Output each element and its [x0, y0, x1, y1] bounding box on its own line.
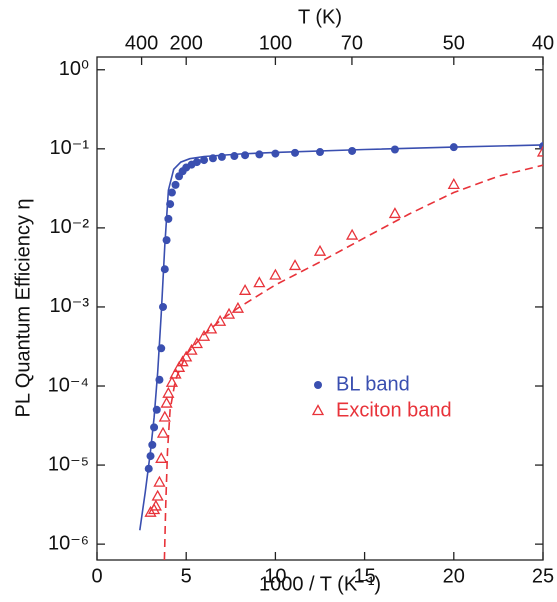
data-point	[167, 188, 176, 197]
data-point	[153, 475, 166, 487]
data-point	[159, 302, 168, 311]
data-point	[208, 154, 217, 163]
data-point	[165, 375, 179, 387]
data-point	[222, 307, 236, 319]
data-point	[200, 156, 209, 165]
data-point	[238, 283, 252, 295]
data-point	[166, 200, 175, 209]
legend-label: Exciton band	[336, 399, 452, 421]
top-tick-label: 50	[443, 32, 465, 54]
data-point	[217, 152, 226, 161]
x-tick-label: 5	[181, 565, 192, 587]
data-point	[253, 276, 266, 288]
data-point	[185, 343, 198, 355]
data-point	[313, 244, 327, 256]
data-point	[447, 178, 460, 190]
data-point	[160, 396, 173, 408]
x-tick-label: 15	[353, 565, 375, 587]
y-tick-label: 10⁻³	[50, 295, 90, 317]
legend-label: BL band	[336, 373, 410, 395]
data-point	[155, 375, 164, 384]
y-tick-label: 10⁻⁵	[48, 453, 89, 475]
top-tick-label: 400	[125, 32, 158, 54]
data-point	[346, 228, 359, 240]
data-point	[156, 426, 170, 438]
data-point	[164, 214, 173, 223]
y-tick-label: 10⁻⁶	[48, 532, 89, 554]
data-point	[536, 145, 543, 157]
data-point	[155, 451, 168, 463]
data-point	[151, 489, 164, 501]
data-point	[162, 236, 171, 245]
top-tick-label: 70	[341, 32, 363, 54]
data-point	[197, 329, 211, 341]
data-point	[205, 322, 218, 334]
data-point	[230, 152, 239, 161]
plot-frame	[96, 56, 544, 561]
top-tick-label: 100	[259, 32, 292, 54]
x-tick-label: 20	[443, 565, 465, 587]
data-point	[162, 386, 175, 398]
data-point	[150, 423, 159, 432]
data-point	[171, 180, 180, 189]
top-tick-label: 40	[532, 32, 554, 54]
data-point	[147, 503, 161, 515]
data-point	[149, 499, 162, 511]
data-point	[192, 158, 201, 167]
data-point	[148, 440, 157, 449]
data-point	[152, 405, 161, 414]
data-point	[388, 207, 402, 219]
data-point	[213, 314, 227, 326]
data-point	[144, 505, 157, 517]
x-tick-label: 10	[264, 565, 286, 587]
y-axis-label: PL Quantum Efficiency η	[12, 198, 34, 417]
x-tick-label: 25	[532, 565, 554, 587]
data-point	[271, 149, 280, 158]
top-tick-label: 200	[170, 32, 203, 54]
x-axis-label: 1000 / T (K⁻¹)	[259, 573, 381, 595]
data-point	[390, 145, 399, 154]
data-point	[316, 148, 324, 157]
data-point	[172, 360, 186, 372]
data-point	[291, 148, 300, 157]
y-tick-label: 10⁻⁴	[48, 374, 89, 396]
data-point	[160, 265, 169, 274]
data-point	[190, 337, 204, 349]
data-point	[169, 367, 182, 379]
plot-area	[139, 142, 543, 560]
data-point	[231, 301, 245, 313]
legend-marker	[314, 381, 322, 389]
data-point	[348, 146, 357, 155]
y-tick-label: 10⁻²	[50, 216, 90, 238]
fit-line	[163, 164, 543, 560]
data-point	[449, 143, 458, 152]
data-point	[241, 151, 250, 160]
data-point	[288, 259, 302, 271]
legend-marker	[311, 404, 325, 416]
data-point	[255, 150, 264, 159]
data-point	[146, 452, 155, 461]
data-point	[157, 344, 166, 353]
data-point	[144, 464, 153, 473]
x-tick-label: 0	[91, 565, 102, 587]
data-point	[269, 268, 282, 280]
data-point	[180, 350, 193, 362]
y-tick-label: 10⁻¹	[50, 137, 90, 159]
y-tick-label: 10⁰	[59, 58, 89, 80]
data-point	[158, 410, 171, 422]
top-axis-label: T (K)	[298, 6, 342, 28]
